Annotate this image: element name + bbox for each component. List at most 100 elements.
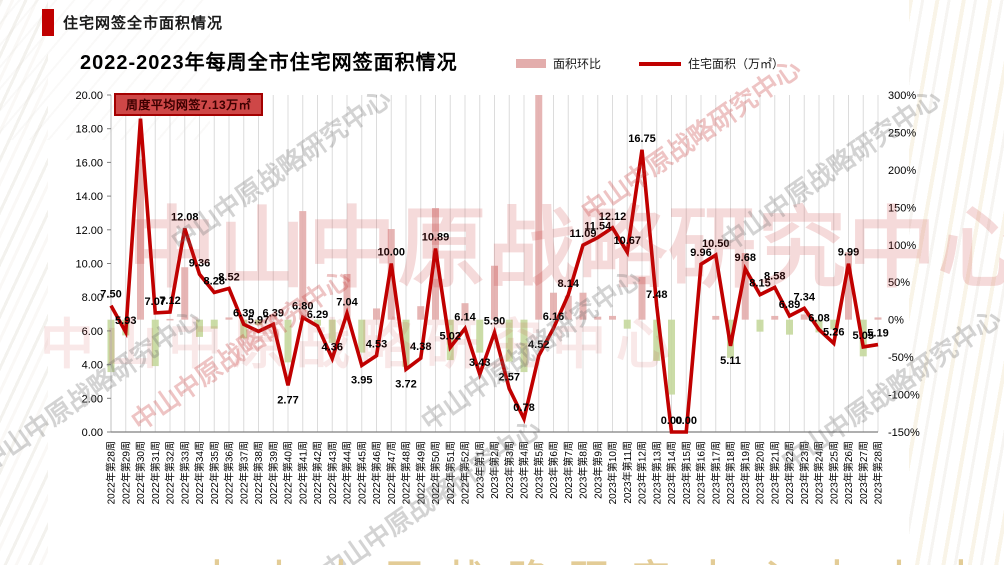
data-label: 2.77 — [277, 394, 298, 406]
data-label: 7.07 — [145, 296, 166, 308]
x-axis-label: 2022年第51周 — [444, 441, 457, 504]
header-accent-bar — [42, 9, 54, 36]
left-axis-tick: 6.00 — [82, 326, 103, 338]
data-label: 0.00 — [661, 415, 682, 427]
x-axis-label: 2022年第46周 — [370, 441, 383, 504]
legend-label: 住宅面积（万㎡） — [688, 57, 785, 71]
data-label: 9.68 — [735, 252, 756, 264]
mom-bar[interactable] — [845, 252, 852, 320]
data-label: 12.12 — [599, 211, 627, 223]
mom-bar[interactable] — [741, 253, 749, 320]
right-axis-tick: 0% — [888, 315, 904, 327]
x-axis-label: 2022年第45周 — [355, 441, 368, 504]
mom-bar[interactable] — [505, 319, 513, 362]
point-labels: 7.505.937.077.1212.089.368.288.526.395.9… — [100, 133, 888, 427]
right-axis-tick: 300% — [888, 90, 916, 102]
data-label: 5.93 — [115, 315, 136, 327]
gridlines — [110, 95, 879, 432]
mom-bar[interactable] — [358, 319, 366, 353]
x-axis-label: 2023年第6周 — [547, 441, 560, 499]
mom-bar[interactable] — [210, 319, 218, 329]
mom-bar[interactable] — [623, 319, 631, 329]
x-axis-label: 2022年第30周 — [134, 441, 147, 504]
mom-bar[interactable] — [299, 211, 307, 320]
data-label: 6.39 — [263, 307, 284, 319]
x-axis-label: 2022年第28周 — [105, 441, 118, 504]
right-axis-tick: -100% — [888, 390, 920, 402]
mom-bar[interactable] — [491, 265, 498, 320]
x-axis-label: 2022年第43周 — [326, 441, 339, 504]
mom-bar[interactable] — [550, 292, 557, 320]
mom-bar[interactable] — [594, 316, 602, 320]
line-swatch-icon — [639, 61, 682, 66]
data-label: 7.34 — [794, 291, 816, 303]
mom-bar[interactable] — [417, 306, 425, 320]
x-axis-label: 2023年第25周 — [827, 441, 840, 504]
data-label: 0.00 — [676, 415, 697, 427]
x-axis-label: 2022年第48周 — [400, 441, 413, 504]
mom-bar[interactable] — [756, 319, 764, 332]
mom-bar[interactable] — [668, 319, 675, 395]
mom-bar[interactable] — [712, 315, 720, 320]
mom-bar[interactable] — [196, 319, 203, 337]
area-line-series[interactable] — [109, 118, 879, 434]
right-axis-tick: 100% — [888, 240, 916, 252]
mom-bar[interactable] — [564, 295, 572, 320]
mom-bar[interactable] — [314, 319, 321, 326]
data-label: 10.89 — [422, 232, 450, 244]
data-label: 5.02 — [440, 330, 461, 342]
mom-bar[interactable] — [284, 319, 292, 363]
x-axis-label: 2022年第39周 — [267, 441, 280, 504]
mom-bar[interactable] — [402, 319, 410, 367]
mom-bar[interactable] — [800, 314, 808, 320]
mom-bar[interactable] — [653, 319, 661, 361]
mom-bar[interactable] — [786, 319, 793, 335]
data-label: 4.52 — [528, 339, 549, 351]
data-label: 6.39 — [233, 307, 254, 319]
data-label: 5.05 — [853, 330, 874, 342]
mom-bar[interactable] — [240, 319, 248, 339]
x-axis-label: 2023年第4周 — [518, 441, 531, 499]
x-axis-label: 2023年第10周 — [606, 441, 619, 504]
mom-bar[interactable] — [343, 273, 351, 320]
mom-bar[interactable] — [476, 319, 484, 353]
x-axis-label: 2023年第3周 — [503, 441, 516, 499]
mom-bar[interactable] — [166, 318, 174, 321]
mom-bar[interactable] — [255, 319, 262, 325]
mom-bar[interactable] — [432, 208, 439, 320]
data-label: 8.28 — [204, 275, 225, 287]
mom-bar[interactable] — [151, 319, 159, 367]
x-axis-label: 2023年第27周 — [857, 441, 870, 504]
mom-bar[interactable] — [535, 95, 543, 320]
x-axis-label: 2022年第29周 — [119, 441, 132, 504]
mom-bar[interactable] — [328, 319, 336, 343]
x-axis-label: 2023年第12周 — [636, 441, 649, 504]
mom-bar[interactable] — [225, 317, 233, 320]
mom-bar[interactable] — [373, 308, 380, 320]
x-axis-label: 2023年第22周 — [783, 441, 796, 504]
x-axis-label: 2023年第21周 — [768, 441, 781, 504]
data-label: 8.15 — [749, 278, 770, 290]
mom-bar[interactable] — [874, 317, 882, 320]
data-label: 6.89 — [779, 299, 800, 311]
mom-bar[interactable] — [269, 314, 277, 320]
legend-item-residential-area[interactable]: 住宅面积（万㎡） — [639, 55, 784, 72]
mom-bar[interactable] — [137, 159, 144, 320]
mom-bar[interactable] — [815, 319, 823, 333]
x-axis-label: 2022年第32周 — [164, 441, 177, 504]
mom-bar[interactable] — [638, 276, 646, 320]
legend-item-area-mom[interactable]: 面积环比 — [516, 55, 601, 72]
x-axis-label: 2022年第38周 — [252, 441, 265, 504]
mom-bar[interactable] — [461, 303, 469, 320]
data-label: 9.36 — [189, 257, 210, 269]
data-label: 8.14 — [558, 278, 580, 290]
chart-legend: 面积环比 住宅面积（万㎡） — [516, 55, 784, 72]
mom-bar[interactable] — [609, 315, 616, 320]
mom-bar[interactable] — [830, 319, 838, 330]
x-axis-label: 2023年第18周 — [724, 441, 737, 504]
mom-bar[interactable] — [520, 319, 528, 373]
mom-bar[interactable] — [579, 292, 587, 320]
data-label: 6.16 — [543, 311, 564, 323]
mom-bar[interactable] — [181, 267, 189, 320]
mom-bar[interactable] — [771, 315, 779, 320]
